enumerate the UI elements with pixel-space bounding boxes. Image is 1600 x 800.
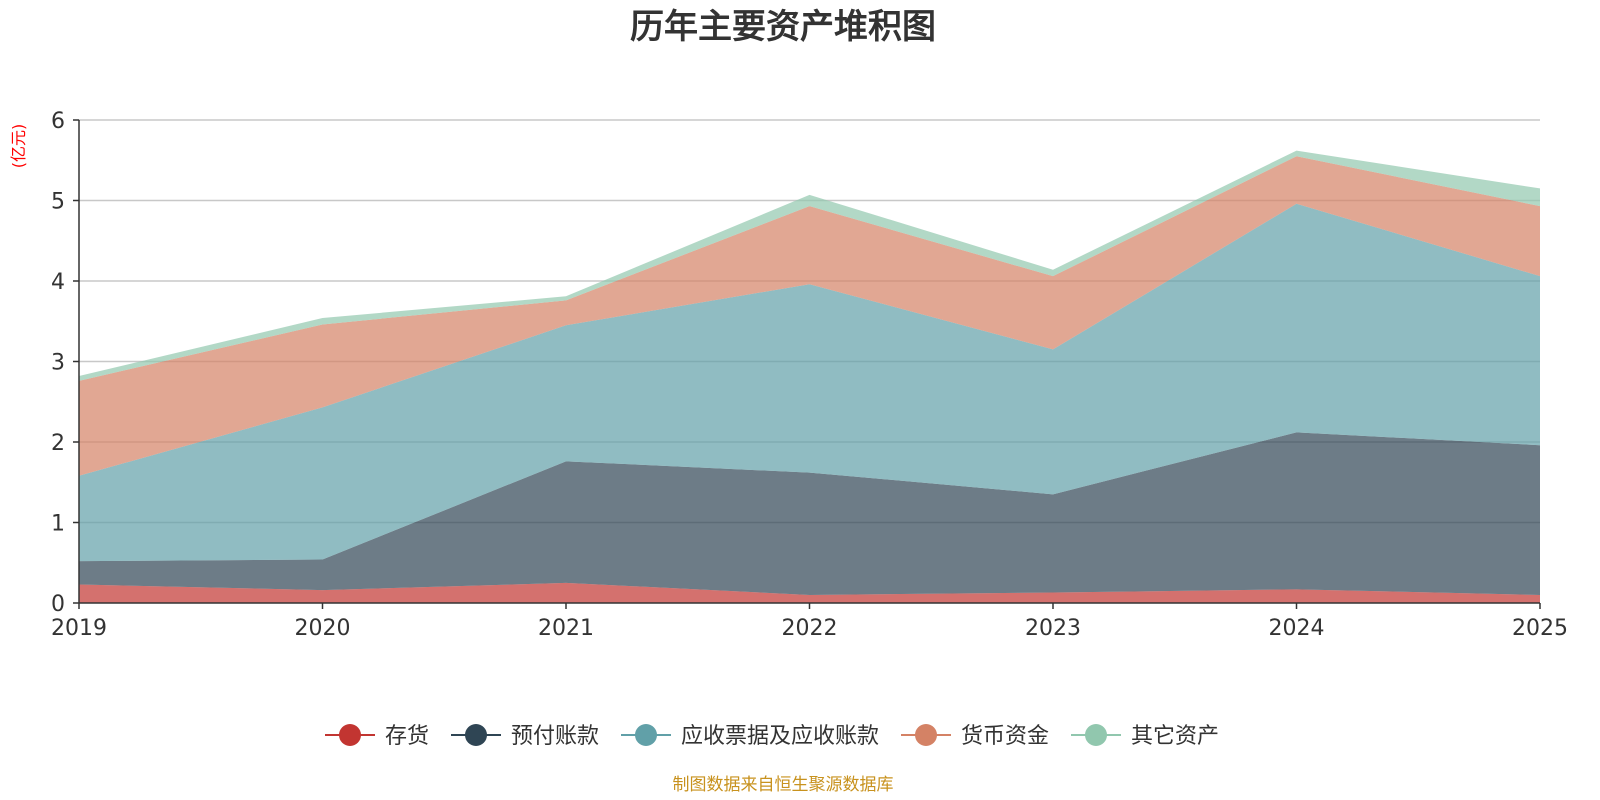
x-tick-label-2025: 2025 <box>1512 616 1568 641</box>
y-tick-label-3: 3 <box>51 351 65 376</box>
legend-item-4[interactable]: 其它资产 <box>1071 724 1219 749</box>
legend-label-1: 预付账款 <box>511 724 599 749</box>
x-tick-label-2023: 2023 <box>1025 616 1081 641</box>
area-series-2[interactable] <box>79 203 1540 562</box>
legend-label-3: 货币资金 <box>961 724 1049 749</box>
legend-item-2[interactable]: 应收票据及应收账款 <box>621 724 879 749</box>
x-tick-label-2022: 2022 <box>782 616 838 641</box>
legend-label-0: 存货 <box>385 724 429 749</box>
area-series-0[interactable] <box>79 582 1540 603</box>
y-tick-label-4: 4 <box>51 270 65 295</box>
y-tick-label-0: 0 <box>51 592 65 617</box>
y-tick-label-1: 1 <box>51 512 65 537</box>
axes: 0 1 2 3 4 5 6 2019 2020 2021 2022 2023 2024 2025 <box>51 109 1568 641</box>
legend-marker-4 <box>1085 724 1107 746</box>
legend-label-4: 其它资产 <box>1131 724 1219 749</box>
y-tick-label-5: 5 <box>51 190 65 215</box>
x-tick-label-2021: 2021 <box>538 616 594 641</box>
chart-title: 历年主要资产堆积图 <box>630 7 936 47</box>
legend-item-0[interactable]: 存货 <box>325 724 429 749</box>
legend-label-2: 应收票据及应收账款 <box>681 724 879 749</box>
legend-marker-3 <box>915 724 937 746</box>
area-series-4[interactable] <box>79 150 1540 381</box>
x-tick-label-2019: 2019 <box>51 616 107 641</box>
y-tick-label-6: 6 <box>51 109 65 134</box>
y-axis-unit-label: (亿元) <box>9 124 28 169</box>
x-tick-label-2024: 2024 <box>1269 616 1325 641</box>
area-series-group <box>79 150 1540 603</box>
legend-marker-1 <box>465 724 487 746</box>
legend-item-1[interactable]: 预付账款 <box>451 724 599 749</box>
data-source-note: 制图数据来自恒生聚源数据库 <box>673 775 894 795</box>
area-series-1[interactable] <box>79 432 1540 595</box>
legend[interactable]: 存货 预付账款 应收票据及应收账款 货币资金 其它资产 <box>325 724 1219 749</box>
legend-marker-2 <box>635 724 657 746</box>
y-tick-label-2: 2 <box>51 431 65 456</box>
area-series-3[interactable] <box>79 156 1540 476</box>
x-tick-label-2020: 2020 <box>295 616 351 641</box>
legend-marker-0 <box>339 724 361 746</box>
legend-item-3[interactable]: 货币资金 <box>901 724 1049 749</box>
